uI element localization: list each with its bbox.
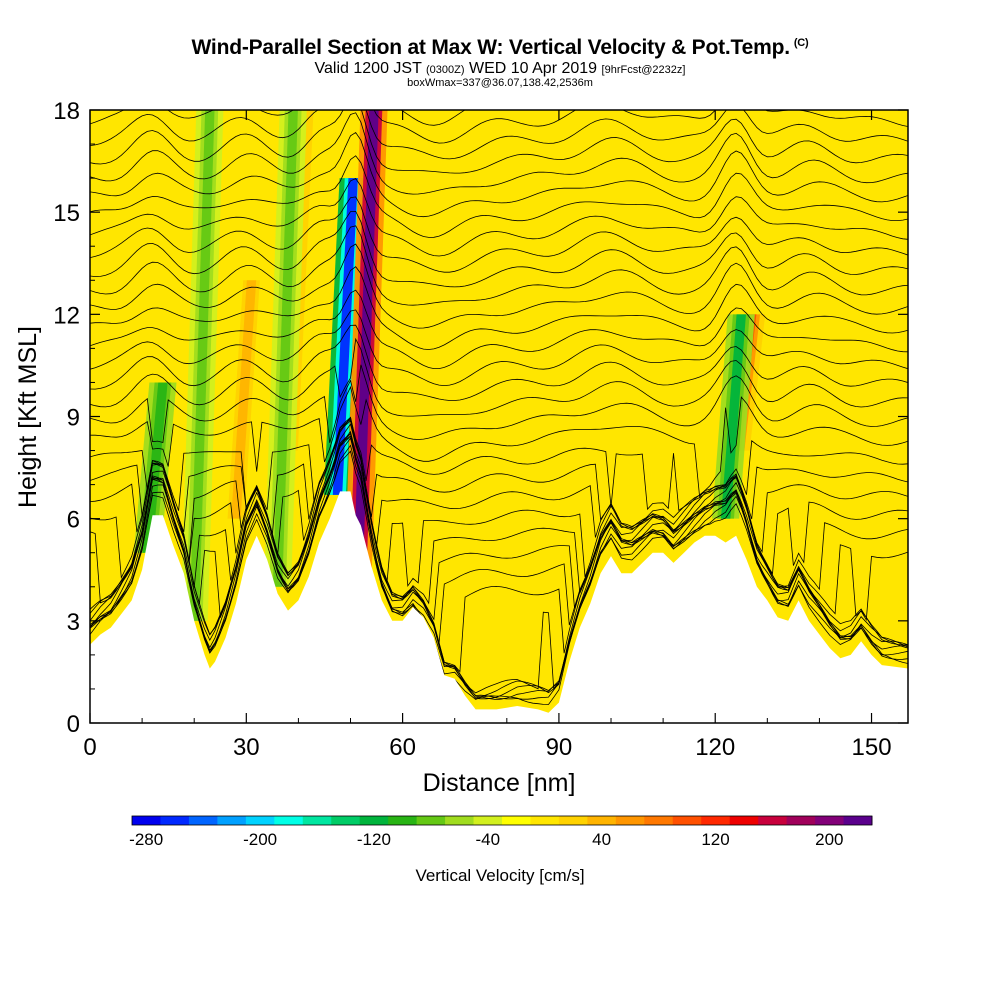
colorbar-swatch [445, 816, 475, 825]
colorbar-swatch [217, 816, 247, 825]
colorbar-swatch [245, 816, 275, 825]
colorbar-swatch [672, 816, 702, 825]
colorbar-tick-label: 200 [815, 830, 843, 849]
colorbar-swatch [416, 816, 446, 825]
theta-contour-line [90, 21, 908, 105]
forecast-info: [9hrFcst@2232z] [601, 64, 686, 76]
theta-contour-line [90, 155, 908, 238]
velocity-feature-3-band-2 [720, 314, 746, 519]
colorbar-swatch [843, 816, 873, 825]
y-tick-label: 0 [67, 711, 80, 738]
colorbar-swatch [188, 816, 218, 825]
colorbar-tick-label: -200 [243, 830, 277, 849]
colorbar: -280 -200 -120 -40 40 120 200 [129, 815, 873, 849]
colorbar-swatch [302, 816, 332, 825]
colorbar-swatch [388, 816, 418, 825]
valid-utc: (0300Z) [426, 64, 465, 76]
x-tick-label: 0 [83, 734, 96, 761]
colorbar-swatch [160, 816, 190, 825]
terrain-mask [90, 491, 908, 724]
x-tick-label: 150 [852, 734, 892, 761]
axes: 0 30 60 90 120 150 0 3 6 9 12 15 18 [53, 98, 908, 761]
colorbar-swatch [530, 816, 560, 825]
title-text: Wind-Parallel Section at Max W: Vertical… [191, 36, 791, 59]
colorbar-swatch [473, 816, 503, 825]
colorbar-swatch [701, 816, 731, 825]
theta-contour-line [90, 309, 908, 387]
theta-contour-line [90, 266, 908, 350]
colorbar-frame [131, 815, 873, 826]
theta-contour-line [90, 225, 908, 306]
y-tick-label: 12 [53, 302, 80, 329]
theta-contour-line [90, 337, 908, 417]
colorbar-swatch [786, 816, 816, 825]
theta-contour-line [90, 364, 908, 444]
theta-contour-line [90, 385, 908, 498]
theta-contour-line [90, 432, 908, 699]
x-tick-label: 120 [695, 734, 735, 761]
theta-contour-line [90, 196, 908, 273]
colorbar-swatch [558, 816, 588, 825]
colorbar-swatch [615, 816, 645, 825]
x-axis-label: Distance [nm] [423, 769, 576, 797]
y-tick-label: 9 [67, 405, 80, 432]
velocity-feature-7-band-2 [189, 110, 215, 621]
theta-contour-line [90, 243, 908, 329]
x-tick-label: 60 [389, 734, 416, 761]
theta-contour-line [90, 416, 908, 512]
colorbar-swatch [274, 816, 304, 825]
theta-contour-line [90, 110, 908, 160]
box-max-info: boxWmax=337@36.07,138.42,2536m [407, 77, 593, 89]
theta-contour-line [90, 420, 908, 534]
x-tick-label: 90 [546, 734, 573, 761]
y-tick-label: 6 [67, 507, 80, 534]
theta-contour-line [90, 432, 908, 700]
velocity-feature-6-band-2 [142, 382, 168, 553]
valid-time: Valid 1200 JST [314, 60, 422, 77]
colorbar-swatch [815, 816, 845, 825]
velocity-feature-8-band-2 [272, 110, 298, 587]
y-tick-label: 3 [67, 609, 80, 636]
colorbar-tick-label: -120 [357, 830, 391, 849]
theta-contour-line [90, 112, 908, 195]
x-tick-label: 30 [233, 734, 260, 761]
theta-contour-line [90, 418, 908, 562]
theta-contours [90, 21, 908, 705]
chart-subtitle: Valid 1200 JST (0300Z) WED 10 Apr 2019 [… [0, 60, 1000, 78]
valid-date: WED 10 Apr 2019 [469, 60, 598, 77]
theta-contour-line [90, 416, 908, 588]
colorbar-tick-label: 40 [592, 830, 611, 849]
colorbar-label: Vertical Velocity [cm/s] [415, 866, 584, 885]
theta-contour-line [90, 110, 908, 174]
chart-title: Wind-Parallel Section at Max W: Vertical… [0, 36, 1000, 60]
y-tick-label: 15 [53, 200, 80, 227]
theta-contour-line [90, 324, 908, 401]
colorbar-tick-label: -280 [129, 830, 163, 849]
theta-contour-line [90, 417, 908, 605]
y-axis-label: Height [Kft MSL] [14, 326, 42, 508]
colorbar-swatch [132, 816, 161, 825]
velocity-feature-4-band-2 [231, 280, 257, 519]
colorbar-swatch [758, 816, 788, 825]
y-tick-label: 18 [53, 98, 80, 125]
colorbar-swatch [359, 816, 389, 825]
colorbar-swatch [729, 816, 759, 825]
colorbar-swatch [587, 816, 617, 825]
theta-contour-line [90, 131, 908, 218]
theta-contour-line [90, 289, 908, 369]
colorbar-swatch [644, 816, 674, 825]
colorbar-swatch [502, 816, 531, 825]
colorbar-tick-label: -40 [476, 830, 501, 849]
theta-contour-line [90, 210, 908, 288]
colorbar-swatch [331, 816, 361, 825]
theta-contour-line [90, 177, 908, 257]
theta-contour-line [90, 110, 908, 144]
colorbar-tick-label: 120 [701, 830, 729, 849]
copyright-tag: (C) [793, 37, 809, 49]
